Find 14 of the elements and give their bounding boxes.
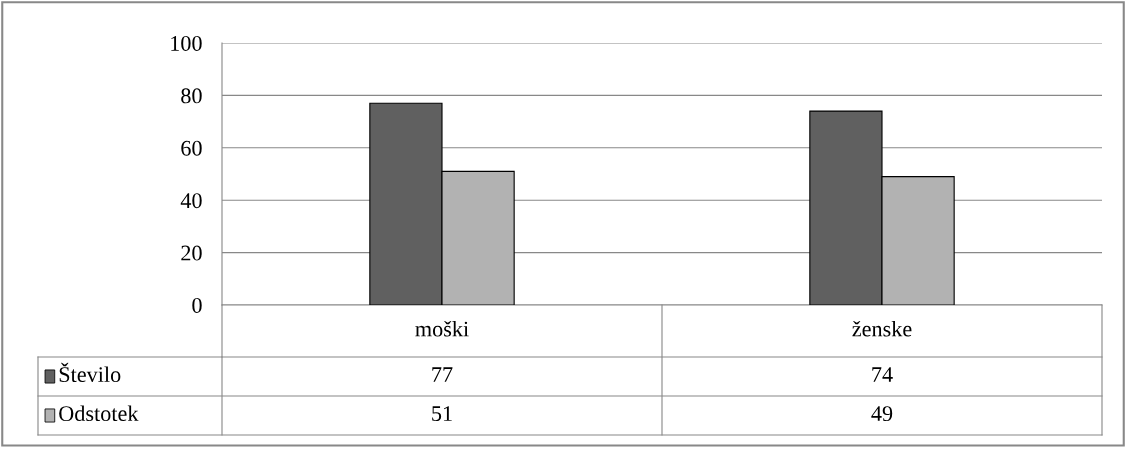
data-label: 51 xyxy=(432,406,452,422)
data-label: 49 xyxy=(871,406,893,422)
y-tick-label: 80 xyxy=(181,88,202,104)
x-tick-label: ženske xyxy=(852,320,912,337)
legend-label: Število xyxy=(59,362,121,383)
legend-label: Odstotek xyxy=(59,405,139,422)
data-label: 74 xyxy=(872,367,893,382)
x-tick-label: moški xyxy=(415,320,469,337)
y-tick-label: 40 xyxy=(180,193,202,209)
data-label: 77 xyxy=(432,367,453,382)
y-tick-label: 20 xyxy=(181,245,202,261)
y-tick-label: 0 xyxy=(192,297,202,313)
y-tick-label: 100 xyxy=(171,35,202,51)
y-tick-label: 60 xyxy=(181,140,202,156)
